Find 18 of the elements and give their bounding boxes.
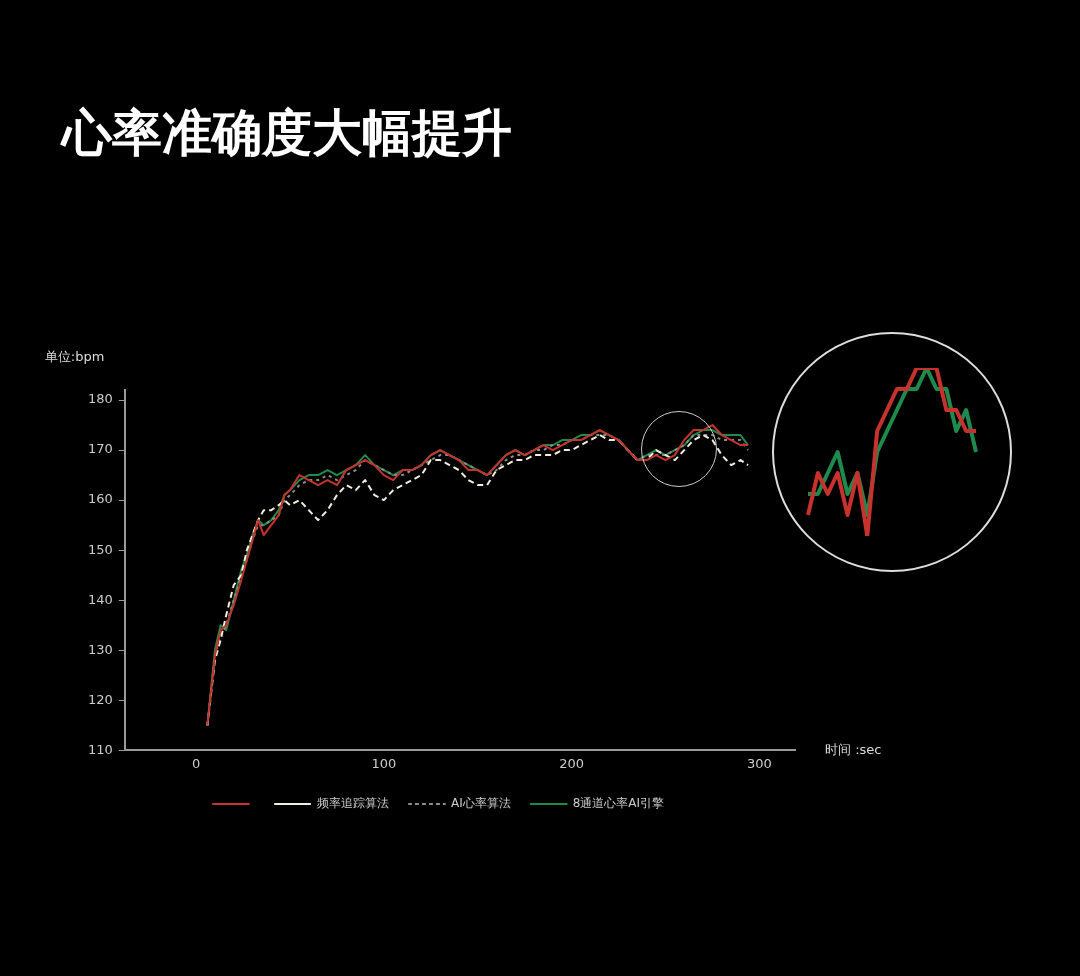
y-tick-label: 110 bbox=[87, 741, 113, 757]
y-tick-label: 140 bbox=[87, 591, 113, 607]
y-tick-label: 120 bbox=[87, 691, 113, 707]
x-tick-label: 100 bbox=[371, 755, 397, 771]
x-tick-label: 0 bbox=[192, 755, 201, 771]
legend-label: 8通道心率AI引擎 bbox=[572, 796, 665, 811]
x-tick-label: 200 bbox=[559, 755, 585, 771]
x-tick-label: 300 bbox=[746, 755, 772, 771]
y-axis-title: 单位:bpm bbox=[44, 348, 105, 364]
legend-label: 频率追踪算法 bbox=[316, 796, 389, 811]
x-axis-title: 时间 :sec bbox=[825, 741, 882, 757]
y-tick-label: 130 bbox=[87, 641, 113, 657]
legend-label: AI心率算法 bbox=[450, 796, 511, 811]
chart-title: 心率准确度大幅提升 bbox=[62, 103, 512, 164]
y-tick-label: 160 bbox=[87, 491, 113, 507]
y-tick-label: 150 bbox=[87, 541, 113, 557]
y-tick-label: 180 bbox=[87, 391, 113, 407]
y-tick-label: 170 bbox=[87, 441, 113, 457]
